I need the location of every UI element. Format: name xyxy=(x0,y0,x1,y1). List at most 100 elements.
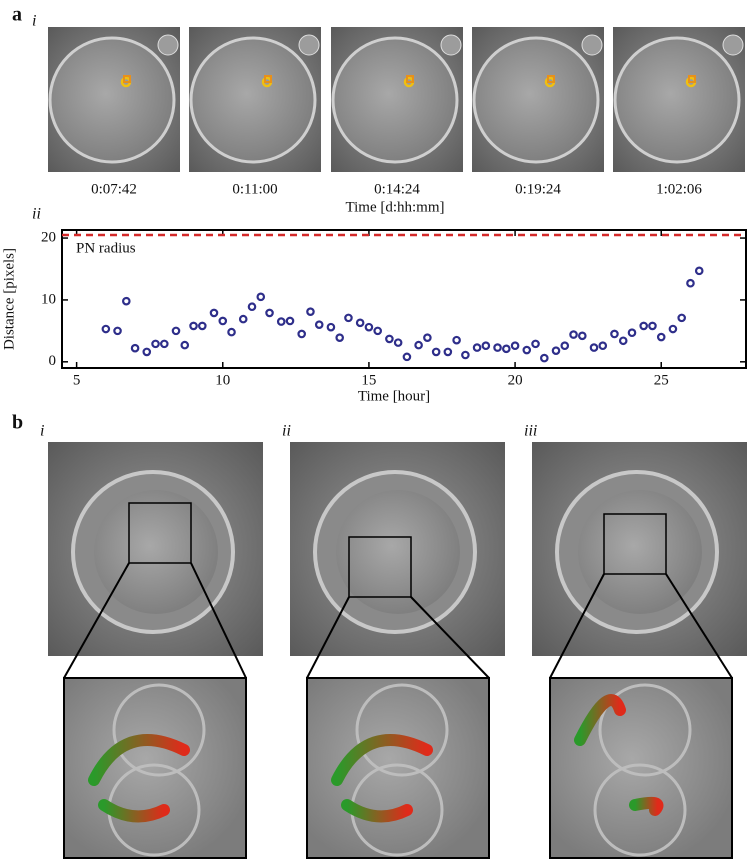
point xyxy=(113,326,122,336)
bead xyxy=(440,34,462,56)
cell xyxy=(189,36,317,164)
track xyxy=(629,796,664,816)
point xyxy=(639,321,648,331)
pronucleus xyxy=(355,683,449,777)
time-label: 0:14:24 xyxy=(374,181,420,197)
point xyxy=(648,321,657,331)
point xyxy=(276,317,286,326)
point xyxy=(569,330,578,339)
x-tick-label: 25 xyxy=(654,372,669,388)
point xyxy=(297,329,306,339)
x-tick-label: 10 xyxy=(215,372,230,388)
point xyxy=(560,341,570,351)
point xyxy=(344,313,353,323)
point xyxy=(314,320,324,329)
point xyxy=(402,352,412,362)
image-row: 0:07:42 0:11:00 0:14:24 0:19:24 1:02:06 xyxy=(48,27,745,197)
point xyxy=(531,339,540,349)
point xyxy=(610,329,619,339)
point xyxy=(618,336,628,346)
pronucleus xyxy=(598,683,692,777)
bead xyxy=(298,34,320,56)
zoom-line xyxy=(410,596,490,679)
point xyxy=(142,347,152,357)
point xyxy=(285,316,295,326)
point xyxy=(443,347,453,357)
point xyxy=(326,322,336,332)
point xyxy=(414,340,423,350)
point xyxy=(209,308,219,318)
image-panels: i ii iii xyxy=(40,423,747,859)
point xyxy=(151,339,160,349)
track xyxy=(98,799,170,823)
zoom-image xyxy=(549,677,733,859)
sub-label: ii xyxy=(282,423,291,440)
track xyxy=(331,734,433,786)
plot-frame xyxy=(61,229,747,369)
marker xyxy=(547,75,555,83)
point xyxy=(180,340,190,350)
panel-label: b xyxy=(12,412,23,434)
point xyxy=(218,316,228,326)
time-label: 1:02:06 xyxy=(656,181,702,197)
x-axis-label: Time [hour] xyxy=(358,388,430,404)
sub-label: ii xyxy=(32,206,41,223)
cell xyxy=(48,36,176,164)
x-tick-label: 20 xyxy=(508,372,523,388)
roi-box xyxy=(128,502,192,564)
time-label: 0:19:24 xyxy=(515,181,561,197)
pronucleus xyxy=(112,683,206,777)
point xyxy=(171,326,181,336)
bead xyxy=(722,34,744,56)
track xyxy=(574,694,626,746)
y-axis-label: Distance [pixels] xyxy=(1,248,17,350)
point xyxy=(198,321,207,331)
point xyxy=(551,346,561,355)
roi-box xyxy=(348,536,412,598)
point xyxy=(355,318,365,328)
marker xyxy=(264,75,272,83)
roi-box xyxy=(603,513,667,575)
point xyxy=(265,308,274,318)
zoom-image xyxy=(63,677,247,859)
zoom-line xyxy=(63,562,130,679)
zoom-line xyxy=(190,562,247,679)
sub-label: iii xyxy=(524,423,537,440)
chart: 5 10 15 20 25 0 10 20 Time [hour] Distance [pixel… xyxy=(1,229,747,404)
point xyxy=(160,339,169,349)
point xyxy=(423,333,432,342)
threshold-label: PN radius xyxy=(76,240,136,256)
point xyxy=(189,321,198,331)
sub-label: i xyxy=(32,13,36,30)
x-tick-label: 5 xyxy=(73,372,81,388)
point xyxy=(247,302,257,312)
point xyxy=(578,331,587,341)
cell xyxy=(336,490,460,614)
point xyxy=(130,343,140,353)
marker xyxy=(406,75,414,83)
zoom-line xyxy=(306,596,350,679)
point xyxy=(385,334,394,344)
point xyxy=(668,324,678,334)
marker xyxy=(688,75,696,83)
point xyxy=(472,343,482,352)
axis-label: Time [d:hh:mm] xyxy=(345,199,444,215)
cell xyxy=(331,36,459,164)
point xyxy=(452,335,461,345)
point xyxy=(238,314,248,324)
time-label: 0:11:00 xyxy=(232,181,277,197)
point xyxy=(656,332,666,342)
zoom-line xyxy=(665,573,733,679)
y-tick-label: 0 xyxy=(49,353,57,369)
point xyxy=(256,292,266,302)
point xyxy=(522,345,532,355)
point xyxy=(510,341,520,351)
point xyxy=(101,324,111,334)
point xyxy=(493,343,502,352)
point xyxy=(677,313,686,323)
y-tick-label: 10 xyxy=(41,291,56,307)
sub-label: i xyxy=(40,423,44,440)
cell xyxy=(578,490,702,614)
point xyxy=(461,350,470,360)
pronucleus xyxy=(593,763,687,857)
